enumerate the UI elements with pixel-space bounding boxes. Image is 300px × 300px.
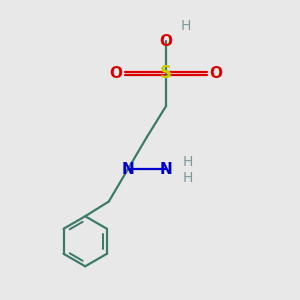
Text: H: H	[183, 155, 194, 169]
Text: H: H	[180, 19, 190, 33]
Text: O: O	[210, 66, 223, 81]
Text: S: S	[160, 64, 172, 82]
Text: O: O	[110, 66, 123, 81]
Text: O: O	[160, 34, 173, 49]
Text: N: N	[122, 162, 134, 177]
Text: H: H	[183, 171, 194, 185]
Text: N: N	[160, 162, 172, 177]
